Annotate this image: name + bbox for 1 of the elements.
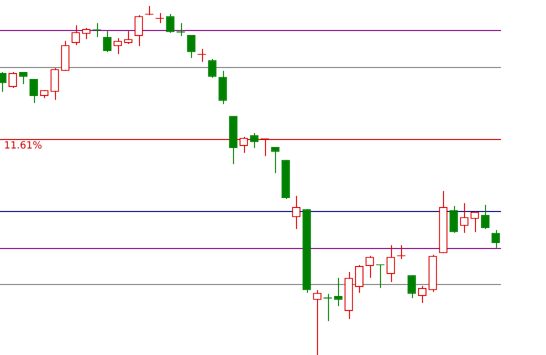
annotation: 11.61% bbox=[4, 140, 42, 152]
